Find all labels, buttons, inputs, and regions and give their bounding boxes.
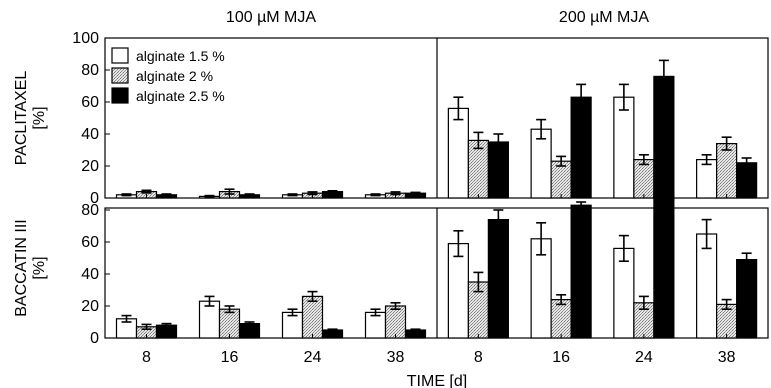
column-title-200: 200 µM MJA — [559, 9, 649, 26]
bar — [716, 143, 738, 199]
bar — [570, 96, 592, 199]
bar — [301, 295, 324, 339]
x-tick-label: 38 — [387, 349, 405, 366]
y-tick-label: 20 — [81, 158, 99, 175]
y-tick-label: 80 — [81, 62, 99, 79]
bar — [736, 259, 758, 339]
legend-swatch-alginate-2-5 — [111, 87, 129, 104]
row-label-paclitaxel: PACLITAXEL — [13, 71, 30, 166]
y-tick-label: 20 — [81, 298, 99, 315]
bar — [653, 75, 675, 199]
bar — [487, 219, 509, 339]
bar — [550, 299, 572, 339]
bar — [633, 159, 655, 199]
y-tick-label: 60 — [81, 234, 99, 251]
bar — [613, 96, 635, 199]
x-tick-label: 16 — [552, 349, 570, 366]
x-tick-label: 8 — [142, 349, 151, 366]
x-tick-label: 24 — [635, 349, 653, 366]
legend-label-alginate-1-5: alginate 1.5 % — [136, 48, 225, 64]
bar — [653, 191, 675, 339]
bar — [218, 308, 241, 339]
legend-swatch-alginate-2 — [111, 67, 129, 84]
row-label-baccatin-unit: [%] — [31, 256, 48, 279]
bar — [447, 107, 469, 199]
y-tick-label: 80 — [81, 202, 99, 219]
bar — [570, 204, 592, 339]
legend-label-alginate-2: alginate 2 % — [136, 68, 213, 84]
legend: alginate 1.5 % alginate 2 % alginate 2.5… — [111, 47, 225, 104]
x-tick-label: 38 — [718, 349, 736, 366]
y-tick-label: 0 — [90, 330, 99, 347]
y-tick-label: 0 — [90, 190, 99, 207]
x-axis-label: TIME [d] — [407, 373, 467, 388]
bar — [384, 305, 407, 339]
x-tick-label: 16 — [221, 349, 239, 366]
bar — [447, 243, 469, 339]
column-title-100: 100 µM MJA — [226, 9, 316, 26]
row-label-paclitaxel-unit: [%] — [31, 106, 48, 129]
x-tick-label: 8 — [474, 349, 483, 366]
bar — [696, 159, 718, 199]
y-tick-label: 40 — [81, 266, 99, 283]
y-tick-label: 40 — [81, 126, 99, 143]
legend-swatch-alginate-1-5 — [111, 47, 129, 64]
x-tick-label: 24 — [304, 349, 322, 366]
row-label-baccatin: BACCATIN III — [13, 219, 30, 317]
y-tick-label: 60 — [81, 94, 99, 111]
plot-area: 0 20 40 60 80 100 0 20 40 60 80 8 16 24 38 8 16 24 38 — [72, 30, 769, 366]
legend-label-alginate-2-5: alginate 2.5 % — [136, 88, 225, 104]
bar — [696, 233, 718, 339]
y-tick-label: 100 — [72, 30, 99, 47]
